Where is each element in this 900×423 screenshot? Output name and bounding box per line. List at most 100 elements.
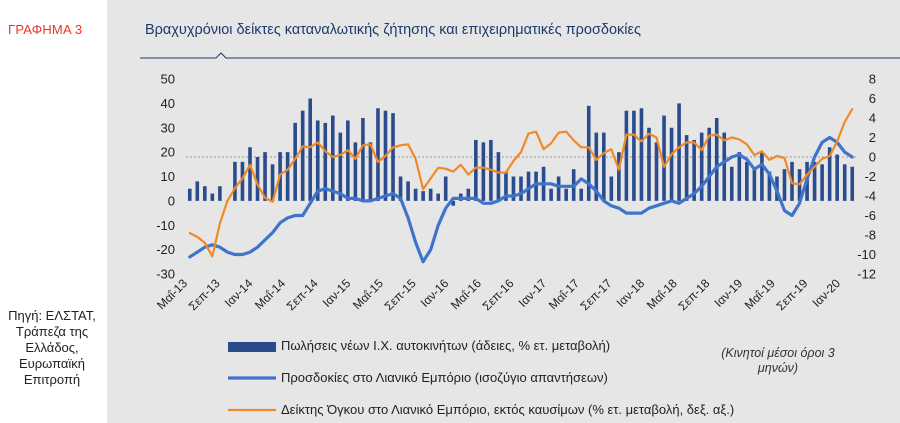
bar-car-sales [767,171,772,201]
bar-car-sales [240,161,245,201]
bar-car-sales [368,142,373,201]
bar-car-sales [556,176,561,201]
left-axis-tick-label: -10 [156,218,175,233]
title-underline [140,52,900,59]
x-tick-label: Μαΐ-17 [546,276,582,312]
bar-car-sales [745,161,749,201]
x-tick-label: Ιαν-15 [320,276,354,310]
legend-label-retail-volume: Δείκτης Όγκου στο Λιανικό Εμπόριο, εκτός… [281,402,735,417]
bar-car-sales [835,154,839,201]
right-axis-tick-label: -12 [857,267,876,282]
bar-car-sales [842,164,847,201]
bar-car-sales [255,157,260,201]
bar-car-sales [293,122,297,201]
bar-car-sales [782,169,787,201]
right-axis-tick-label: -8 [864,228,876,243]
right-axis-tick-label: -6 [864,208,876,223]
left-axis-tick-label: 30 [161,120,175,135]
x-tick-label: Ιαν-17 [516,276,550,310]
bar-car-sales [361,118,365,201]
bar-car-sales [504,171,508,201]
line-retail-volume [188,108,854,258]
bar-car-sales [210,193,215,201]
right-axis-tick-label: -2 [864,169,876,184]
bar-car-sales [270,164,275,201]
bar-car-sales [218,186,222,201]
bar-car-sales [300,110,305,201]
bar-car-sales [496,152,501,201]
bar-car-sales [827,147,832,201]
bar-car-sales [579,188,584,201]
x-tick-label: Σεπ-18 [675,276,712,313]
bar-car-sales [436,193,440,201]
bar-car-sales [677,103,681,201]
left-axis-tick-label: 10 [161,169,175,184]
bar-car-sales [481,142,486,201]
right-axis-tick-label: 0 [869,150,876,165]
bar-car-sales [421,191,425,201]
moving-average-note: (Κινητοί μέσοι όροι 3 μηνών) [721,346,835,375]
bar-car-sales [263,152,267,201]
bar-car-sales [729,166,734,201]
bar-car-sales [714,118,719,201]
x-tick-label: Ιαν-14 [222,276,256,310]
bar-car-sales [406,181,410,201]
bar-car-sales [330,115,335,201]
bar-car-sales [203,186,207,201]
x-tick-label: Σεπ-15 [382,276,419,313]
x-tick-label: Μαΐ-18 [644,276,680,312]
bar-car-sales [285,152,290,201]
bar-car-sales [737,152,742,201]
bar-car-sales [812,161,817,201]
x-tick-label: Ιαν-16 [418,276,452,310]
bar-car-sales [451,200,456,206]
x-tick-label: Μαΐ-15 [350,276,386,312]
line-retail-expectations [188,135,854,264]
bar-car-sales [346,120,350,201]
bar-car-sales [413,188,418,201]
bar-car-sales [594,132,599,201]
left-axis-tick-label: -30 [156,267,175,282]
bar-car-sales [308,98,313,201]
bar-car-sales [519,176,523,201]
x-tick-label: Μαΐ-14 [252,276,288,312]
bar-car-sales [564,188,568,201]
right-axis-tick-label: -10 [857,247,876,262]
x-tick-label: Ιαν-18 [614,276,648,310]
bar-car-sales [511,176,516,201]
left-axis-tick-label: -20 [156,242,175,257]
bar-car-sales [586,105,591,201]
bar-car-sales [398,176,403,201]
bar-car-sales [187,188,192,201]
x-tick-label: Σεπ-17 [578,276,615,313]
bar-car-sales [752,169,757,201]
bar-car-sales [624,110,629,201]
x-tick-label: Ιαν-20 [809,276,843,310]
left-axis-tick-label: 40 [161,96,175,111]
bar-car-sales [722,132,727,201]
x-tick-label: Σεπ-16 [480,276,517,313]
bar-car-sales [428,188,433,201]
chart-title: Βραχυχρόνιοι δείκτες καταναλωτικής ζήτησ… [145,22,641,38]
bar-car-sales [669,127,674,201]
bar-car-sales [760,152,764,201]
bar-car-sales [353,142,358,201]
bar-car-sales [850,166,855,201]
legend-label-retail-expectations: Προσδοκίες στο Λιανικό Εμπόριο (ισοζύγιο… [281,370,608,385]
bar-car-sales [647,127,651,201]
bar-car-sales [534,171,538,201]
right-axis-tick-label: 6 [869,91,876,106]
figure-label: ΓΡΑΦΗΜΑ 3 [8,22,83,37]
bar-car-sales [684,135,689,201]
bar-car-sales [699,132,704,201]
right-axis-tick-label: 2 [869,130,876,145]
right-axis-tick-label: 8 [869,72,876,87]
bar-car-sales [617,152,621,201]
x-tick-label: Μαΐ-19 [742,276,778,312]
left-axis-tick-label: 50 [161,72,175,87]
bar-car-sales [654,142,659,201]
chart-panel [107,0,900,423]
bar-car-sales [315,120,320,201]
bar-car-sales [639,108,644,201]
